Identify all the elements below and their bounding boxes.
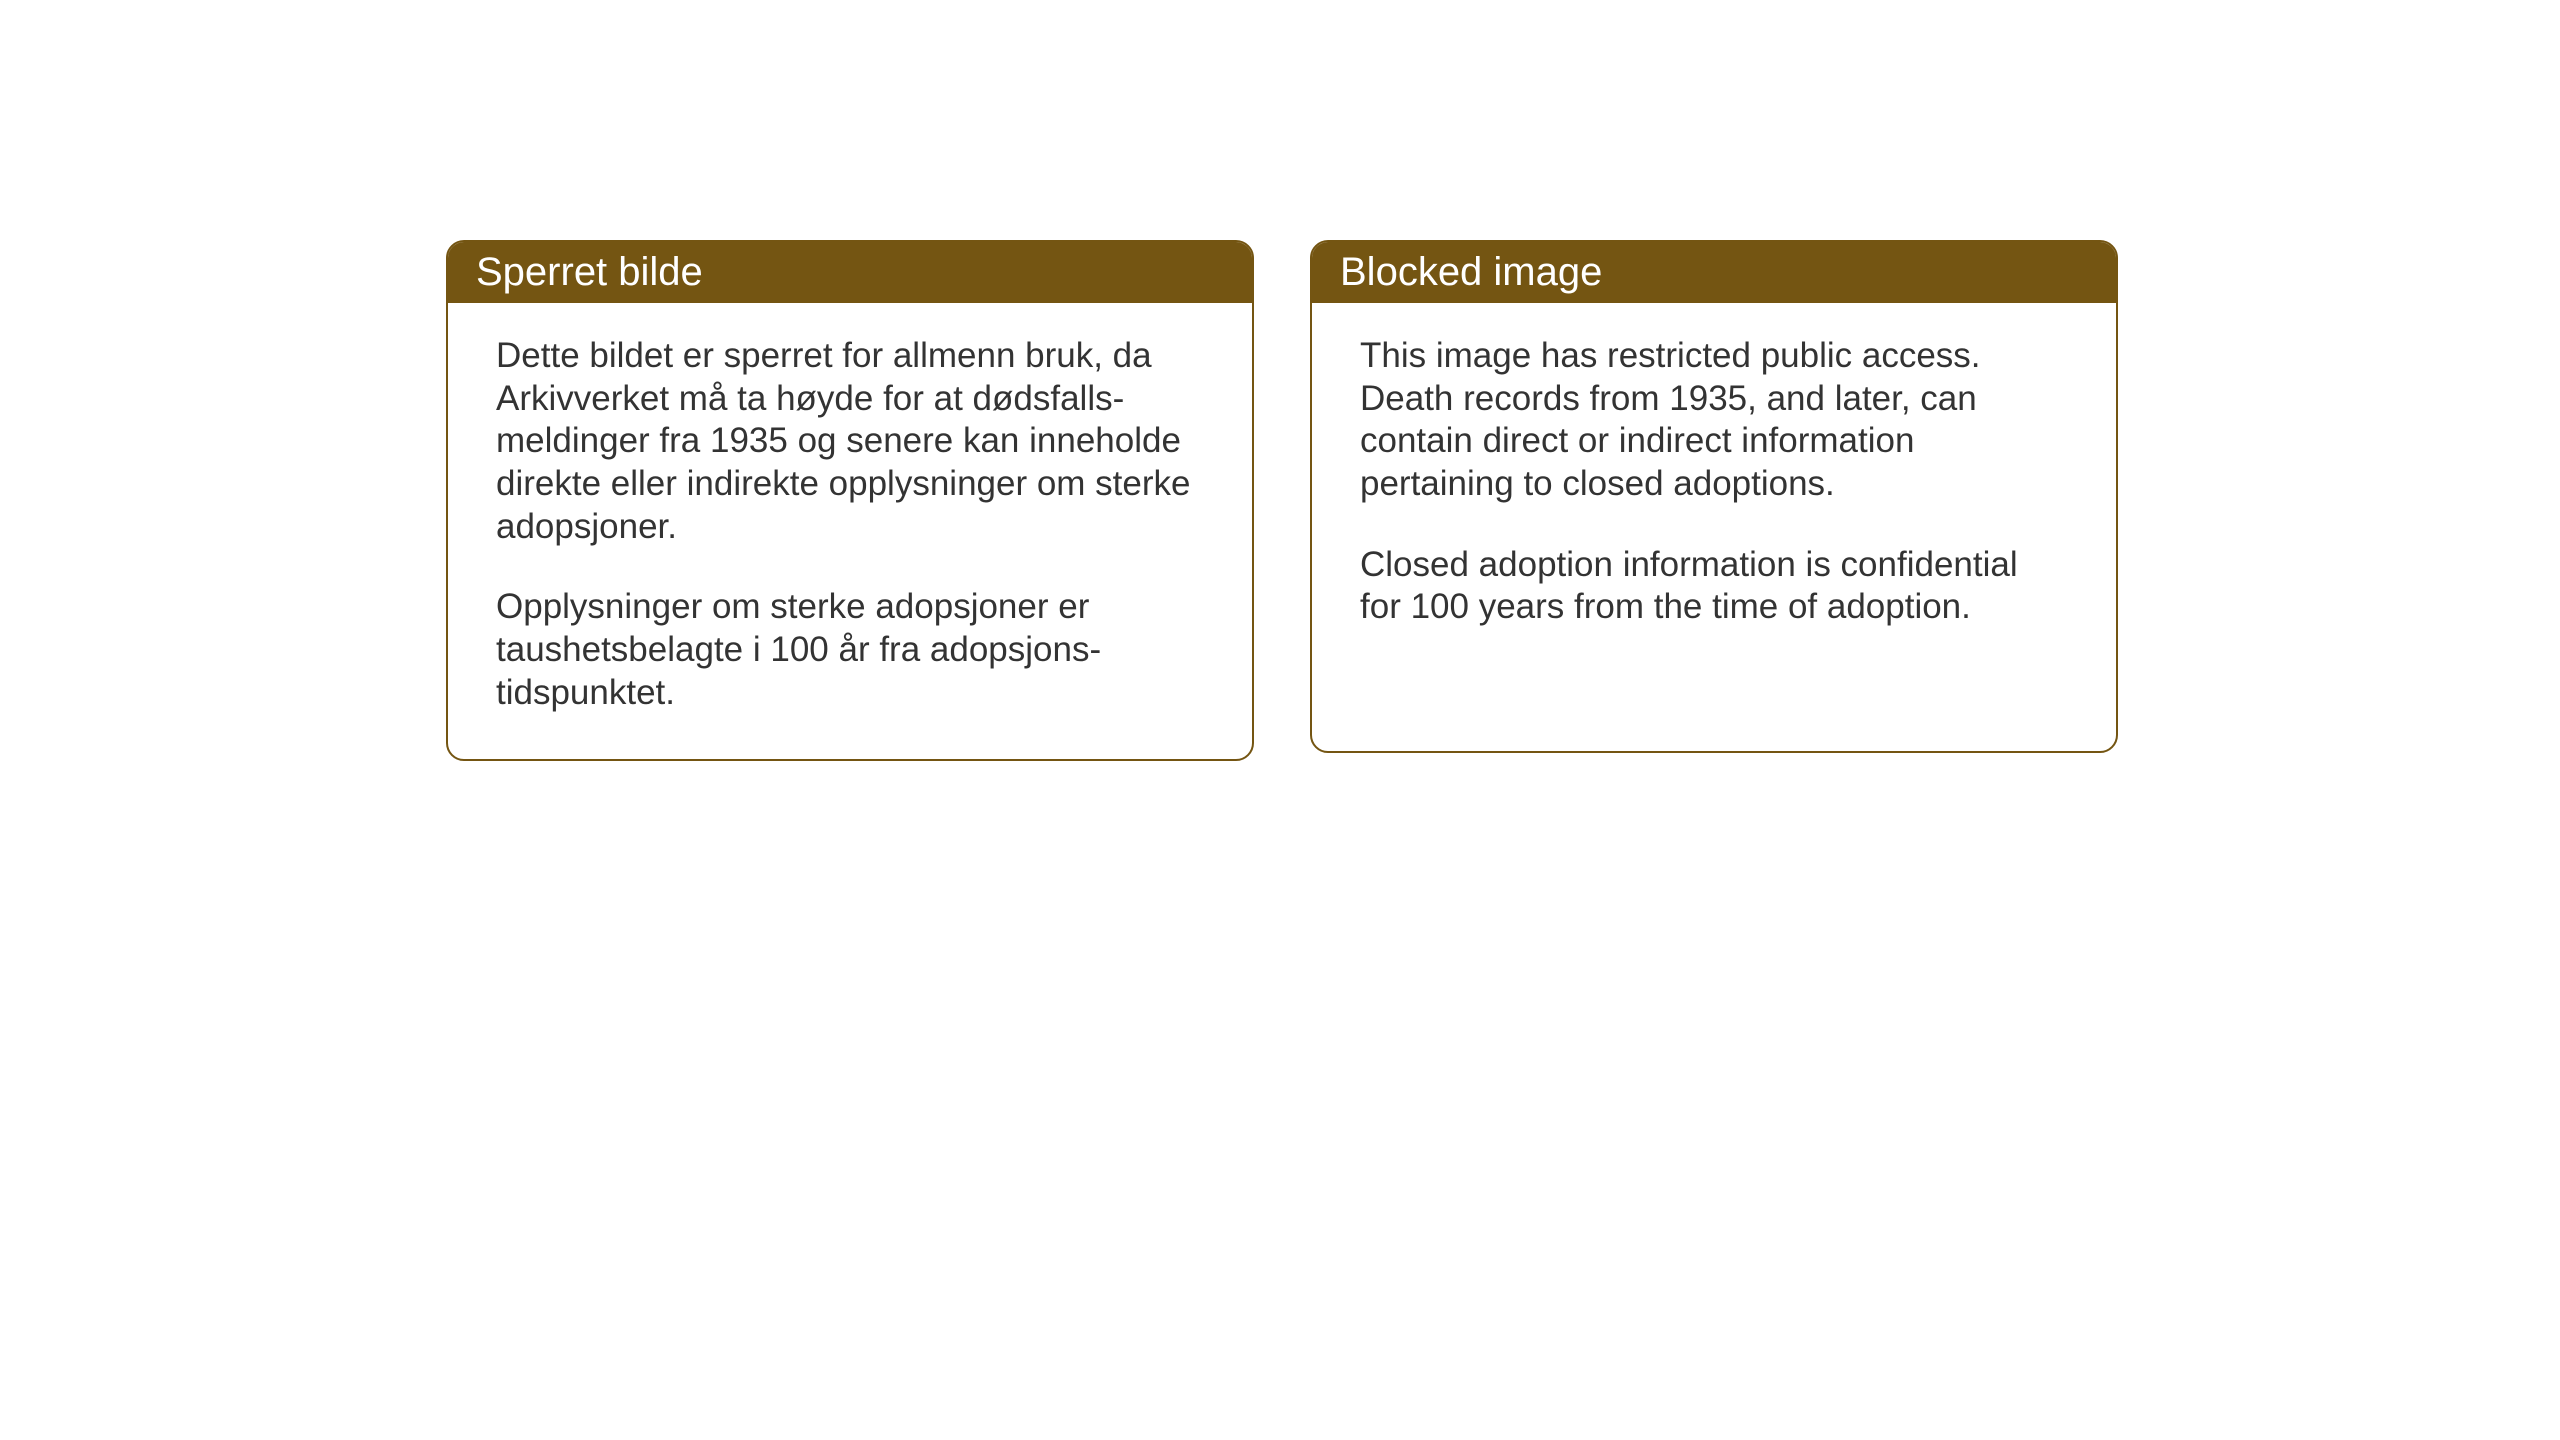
notice-container: Sperret bilde Dette bildet er sperret fo…: [446, 240, 2118, 761]
english-header: Blocked image: [1312, 242, 2116, 303]
english-body: This image has restricted public access.…: [1312, 303, 2116, 673]
norwegian-paragraph-1: Dette bildet er sperret for allmenn bruk…: [496, 335, 1204, 548]
norwegian-paragraph-2: Opplysninger om sterke adopsjoner er tau…: [496, 586, 1204, 714]
norwegian-notice-box: Sperret bilde Dette bildet er sperret fo…: [446, 240, 1254, 761]
english-notice-box: Blocked image This image has restricted …: [1310, 240, 2118, 753]
english-paragraph-1: This image has restricted public access.…: [1360, 335, 2068, 506]
norwegian-body: Dette bildet er sperret for allmenn bruk…: [448, 303, 1252, 759]
norwegian-header: Sperret bilde: [448, 242, 1252, 303]
english-paragraph-2: Closed adoption information is confident…: [1360, 544, 2068, 629]
